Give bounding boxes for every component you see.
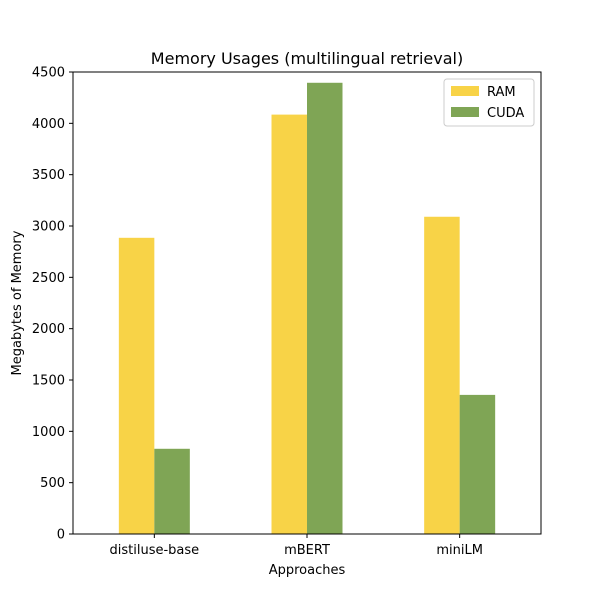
bar-cuda-minilm	[459, 394, 496, 534]
chart-title: Memory Usages (multilingual retrieval)	[151, 49, 463, 68]
bar-ram-mbert	[271, 114, 307, 535]
legend-label-cuda: CUDA	[487, 106, 524, 121]
y-tick-label: 2500	[32, 271, 65, 286]
y-tick-label: 0	[57, 528, 65, 543]
y-tick-label: 4000	[32, 117, 65, 132]
y-tick-label: 3500	[32, 168, 65, 183]
y-axis-label: Megabytes of Memory	[10, 230, 25, 375]
axis-ticks: distiluse-base mBERT miniLM 0 500 1000 1500 200…	[32, 66, 483, 559]
y-tick-label: 1500	[32, 374, 65, 389]
legend-swatch-cuda	[451, 107, 479, 117]
bar-cuda-distiluse-base	[154, 448, 190, 534]
y-tick-label: 500	[40, 476, 65, 491]
legend: RAM CUDA	[443, 78, 535, 127]
bar-cuda-mbert	[307, 82, 343, 534]
y-tick-label: 3000	[32, 220, 65, 235]
bar-ram-distiluse-base	[118, 237, 155, 534]
bar-ram-minilm	[424, 216, 460, 534]
y-tick-label: 1000	[32, 425, 65, 440]
legend-swatch-ram	[451, 86, 479, 96]
x-tick-label: mBERT	[284, 543, 330, 558]
y-tick-label: 2000	[32, 322, 65, 337]
x-tick-label: distiluse-base	[110, 543, 200, 558]
chart-marks	[118, 82, 496, 535]
x-axis-label: Approaches	[269, 563, 346, 578]
y-tick-label: 4500	[32, 66, 65, 81]
x-tick-label: miniLM	[436, 543, 483, 558]
legend-label-ram: RAM	[487, 85, 516, 100]
